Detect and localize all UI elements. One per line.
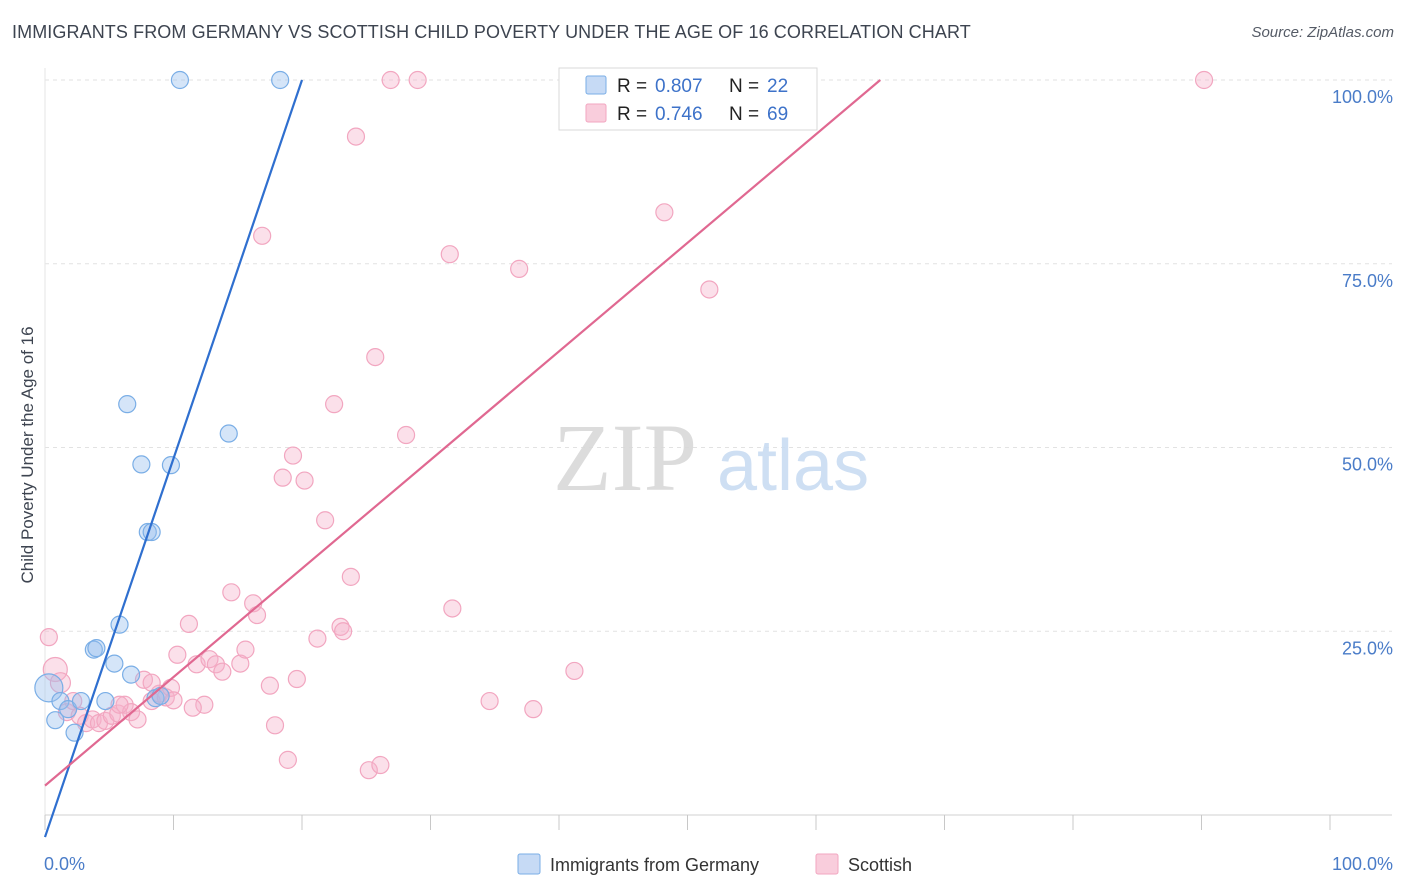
scottish-point [443, 599, 462, 618]
y-axis-label: Child Poverty Under the Age of 16 [18, 326, 37, 583]
scottish-point [222, 583, 241, 602]
legend-swatch-germany [585, 75, 607, 95]
legend-r-label-1: R = [617, 76, 647, 97]
legend-r-value-1: 0.807 [655, 76, 703, 97]
scottish-point [308, 629, 327, 648]
scottish-point [42, 656, 68, 683]
scottish-point [510, 259, 529, 278]
scottish-point [480, 691, 499, 711]
germany-point [118, 395, 137, 414]
scottish-point [179, 614, 199, 634]
chart-title: IMMIGRANTS FROM GERMANY VS SCOTTISH CHIL… [12, 22, 971, 42]
bottom-swatch-scottish [815, 853, 839, 875]
scottish-point [213, 662, 232, 681]
bottom-swatch-germany [517, 853, 541, 875]
y-tick-label: 25.0% [1342, 638, 1393, 658]
scottish-point [440, 245, 459, 264]
scottish-point [115, 695, 134, 714]
scottish-point [295, 471, 314, 490]
scottish-point [565, 661, 584, 681]
trend-lines [43, 79, 881, 838]
legend-n-value-2: 69 [767, 104, 788, 125]
germany-point [71, 691, 91, 711]
germany-point [121, 665, 141, 684]
scottish-point [236, 640, 255, 659]
scottish-point [273, 468, 292, 487]
scottish-point [206, 655, 226, 674]
scottish-point [316, 511, 335, 530]
watermark: ZIP atlas [553, 404, 869, 511]
scottish-point [341, 567, 360, 586]
scottish-point [247, 605, 267, 625]
scottish-point [371, 755, 390, 775]
germany-point [170, 70, 190, 90]
x-tick-label: 100.0% [1332, 854, 1393, 874]
germany-point [87, 639, 106, 658]
scottish-point [396, 425, 416, 445]
bottom-legend-scottish: Scottish [848, 855, 912, 875]
germany-point [59, 700, 78, 719]
germany-point [96, 691, 115, 711]
germany-point [34, 673, 64, 703]
axes: 25.0% 50.0% 75.0% 100.0% 0.0% 100.0% [44, 68, 1393, 874]
germany-trend-line [43, 79, 304, 838]
legend-n-label-2: N = [729, 104, 759, 125]
germany-point [151, 686, 170, 706]
bottom-legend-germany: Immigrants from Germany [550, 855, 759, 875]
scottish-point [381, 70, 400, 90]
scottish-point [408, 70, 427, 90]
scottish-point [700, 280, 719, 299]
scottish-point [325, 395, 344, 414]
scottish-point [359, 761, 378, 780]
legend-n-value-1: 22 [767, 76, 788, 97]
scottish-point [283, 446, 303, 465]
y-tick-label: 100.0% [1332, 87, 1393, 107]
scottish-trend-line [44, 79, 881, 787]
scottish-point [1194, 70, 1214, 90]
legend-swatch-scottish [585, 103, 607, 123]
scottish-point [287, 669, 306, 689]
legend-n-label-1: N = [729, 76, 759, 97]
scottish-point [334, 622, 353, 641]
scottish-point [183, 698, 202, 717]
scottish-point [655, 203, 674, 222]
scottish-point [253, 226, 272, 245]
scottish-point [39, 628, 58, 647]
scottish-point [231, 654, 250, 673]
scottish-point [195, 695, 214, 714]
y-tick-label: 75.0% [1342, 271, 1393, 291]
germany-point [271, 70, 290, 90]
y-tick-label: 50.0% [1342, 455, 1393, 475]
watermark-atlas: atlas [717, 426, 869, 506]
germany-point [46, 711, 65, 730]
stats-legend: R = 0.807 N = 22 R = 0.746 N = 69 [558, 67, 818, 131]
scottish-point [346, 127, 366, 146]
germany-points [34, 70, 290, 742]
source-label: Source: ZipAtlas.com [1251, 24, 1394, 41]
scottish-point [265, 716, 285, 735]
scottish-point [128, 710, 147, 729]
germany-point [105, 654, 124, 673]
legend-r-label-2: R = [617, 104, 647, 125]
scottish-point [168, 645, 187, 664]
series-legend: Immigrants from Germany Scottish [517, 853, 912, 875]
germany-point [132, 455, 151, 474]
scottish-point [260, 676, 279, 695]
legend-r-value-2: 0.746 [655, 104, 703, 125]
grid-lines [45, 79, 1392, 632]
x-tick-label: 0.0% [44, 854, 85, 874]
scottish-point [366, 347, 385, 367]
scottish-point [524, 700, 543, 719]
scottish-point [110, 695, 129, 714]
watermark-zip: ZIP [553, 404, 697, 511]
scottish-point [278, 750, 297, 769]
germany-point [219, 424, 238, 443]
